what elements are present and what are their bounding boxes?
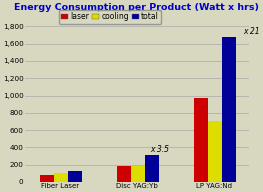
Bar [68,171,82,182]
Bar [40,175,54,182]
Bar [117,166,131,182]
Text: x 21: x 21 [243,27,260,36]
Bar [222,37,236,182]
Bar [208,121,222,182]
Title: Energy Consumption per Product (Watt x hrs): Energy Consumption per Product (Watt x h… [14,3,259,12]
Bar [145,155,159,182]
Bar [131,166,145,182]
Bar [54,173,68,182]
Legend: laser, cooling, total: laser, cooling, total [59,10,161,24]
Bar [194,98,208,182]
Text: x 3.5: x 3.5 [151,145,170,154]
